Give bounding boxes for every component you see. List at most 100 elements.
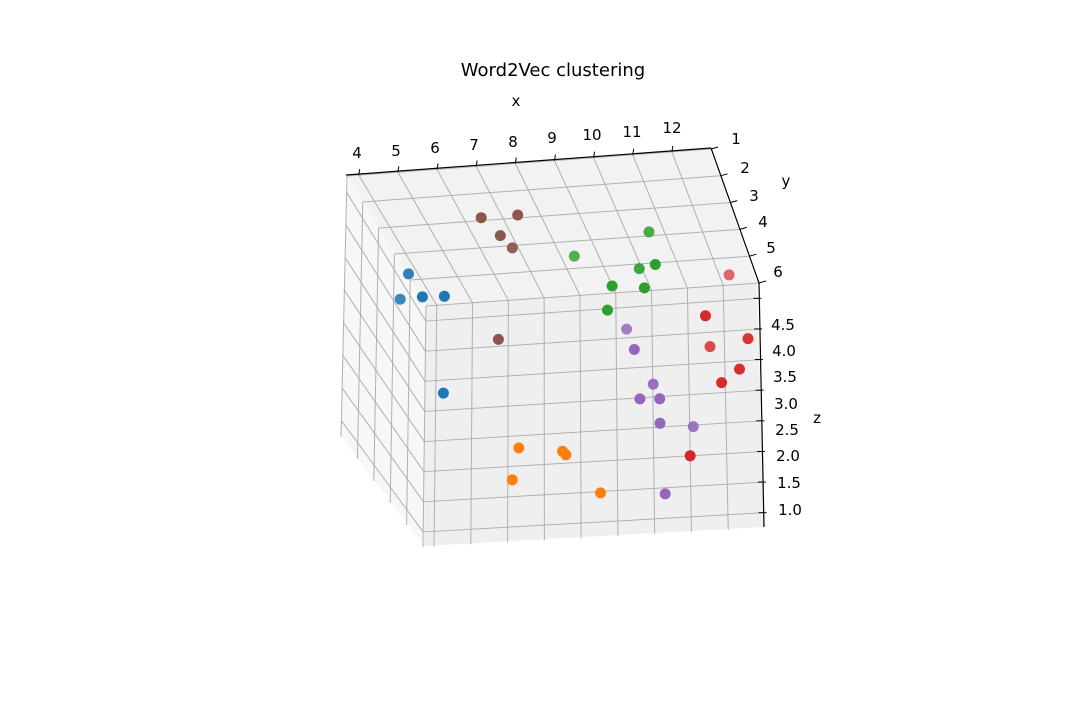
grid-line [358, 174, 438, 306]
data-point [742, 333, 754, 345]
grid-line [686, 287, 692, 533]
grid-line [615, 292, 619, 537]
chart-title: Word2Vec clustering [461, 60, 645, 81]
grid-line [423, 512, 765, 533]
x-tick-label: 10 [582, 126, 601, 144]
x-tick-mark [593, 151, 596, 158]
x-tick-label: 6 [430, 139, 440, 157]
z-tick-label: 3.5 [773, 368, 797, 386]
grid-line [424, 389, 762, 412]
points-layer [394, 209, 754, 500]
grid-line [394, 228, 740, 255]
y-tick-labels: 1 2 3 4 5 6 [731, 130, 783, 281]
data-point [560, 449, 572, 461]
z-tick-label: 4.0 [772, 342, 796, 360]
x-tick-label: 12 [662, 119, 681, 137]
grid-line [651, 290, 656, 535]
y-tick-label: 1 [731, 130, 741, 148]
left-pane [341, 176, 426, 546]
grid-line [475, 166, 545, 299]
data-point [606, 280, 618, 292]
z-tick-labels: 1.0 1.5 2.0 2.5 3.0 3.5 4.0 4.5 [771, 316, 802, 519]
y-tick-mark [758, 280, 767, 284]
grid-line [422, 305, 427, 548]
y-tick-mark [710, 146, 719, 150]
grid-line [397, 171, 473, 304]
grid-line [373, 227, 380, 482]
grid-line [424, 420, 763, 443]
data-point [634, 393, 646, 405]
x-tick-label: 9 [547, 129, 557, 147]
grid-line [345, 224, 426, 352]
data-point [494, 230, 506, 242]
x-axis-line [345, 147, 712, 176]
x-tick-label: 7 [469, 136, 479, 154]
grid-line [722, 285, 729, 531]
data-point [568, 250, 580, 262]
data-point [403, 268, 414, 280]
grid-line [340, 420, 424, 533]
data-point [438, 290, 450, 302]
z-tick-label: 3.0 [774, 395, 798, 413]
grid-line [410, 255, 750, 281]
grid-line [343, 322, 425, 442]
grid-line [507, 300, 509, 543]
x-tick-label: 11 [622, 123, 641, 141]
grid-line [346, 192, 427, 322]
data-point [437, 387, 449, 399]
y-axis-line [710, 147, 760, 284]
z-axis-line [758, 282, 765, 528]
grid-line [356, 201, 364, 460]
z-tick-label: 1.5 [777, 474, 801, 492]
grid-line [514, 163, 581, 296]
data-point [716, 377, 728, 389]
data-point [602, 304, 613, 316]
data-point [654, 393, 666, 405]
grid-line [425, 282, 760, 307]
data-point [506, 242, 518, 254]
grid-line [632, 154, 688, 289]
data-point [654, 417, 666, 429]
z-tick-label: 4.5 [771, 316, 795, 334]
grid-line [425, 297, 760, 322]
x-tick-mark [553, 154, 556, 161]
grid-line [389, 253, 395, 504]
grid-line [362, 175, 721, 203]
back-pane [424, 282, 764, 546]
data-point [649, 259, 661, 270]
data-point [723, 269, 735, 281]
data-point [659, 488, 671, 500]
data-point [416, 291, 428, 303]
y-tick-label: 5 [766, 239, 776, 257]
y-tick-label: 3 [749, 187, 759, 205]
data-point [512, 209, 524, 221]
grid-line [553, 160, 617, 294]
data-point [647, 378, 659, 390]
grid-line [436, 169, 509, 301]
x-tick-mark [436, 163, 439, 170]
tick-marks [358, 145, 767, 514]
y-tick-label: 6 [773, 263, 783, 281]
x-tick-mark [358, 169, 361, 176]
grid-line [671, 151, 724, 286]
x-tick-mark [397, 166, 400, 173]
y-axis-label: y [782, 172, 791, 190]
data-point [475, 212, 487, 224]
x-tick-mark [632, 148, 635, 155]
x-tick-label: 5 [391, 142, 401, 160]
x-tick-labels: 4 5 6 7 8 9 10 11 12 [352, 119, 681, 162]
data-point [687, 421, 699, 433]
data-point [638, 282, 650, 294]
x-tick-label: 8 [508, 133, 518, 151]
z-tick-label: 1.0 [778, 501, 802, 519]
grid-line [425, 328, 761, 352]
grid-line [425, 359, 761, 382]
grid-line [343, 289, 426, 412]
data-point [595, 487, 606, 499]
data-point [394, 293, 406, 305]
grid-lines [340, 148, 765, 548]
data-point [734, 363, 745, 375]
grid-line [346, 148, 712, 177]
data-point [700, 310, 711, 322]
y-tick-mark [739, 226, 747, 230]
